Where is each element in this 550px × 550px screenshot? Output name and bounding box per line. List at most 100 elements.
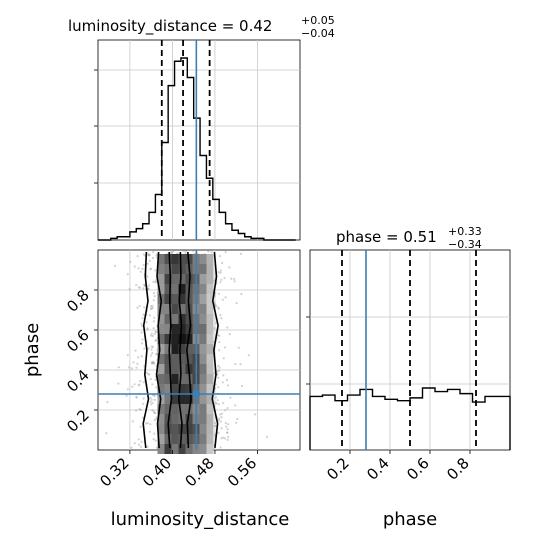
- scatter-point: [221, 381, 224, 384]
- scatter-point: [226, 438, 229, 441]
- scatter-point: [140, 331, 143, 334]
- scatter-point: [220, 412, 224, 415]
- scatter-point: [153, 295, 156, 298]
- scatter-point: [138, 383, 141, 386]
- scatter-point: [140, 355, 143, 358]
- scatter-point: [228, 333, 231, 336]
- density-cell: [199, 324, 207, 334]
- scatter-point: [134, 349, 137, 352]
- density-cell: [199, 314, 207, 324]
- scatter-point: [217, 431, 220, 434]
- density-cell: [171, 274, 179, 284]
- density-cell: [185, 444, 193, 454]
- scatter-point: [154, 338, 157, 342]
- density-cell: [164, 434, 172, 444]
- contour-inner-left: [167, 251, 173, 449]
- scatter-point: [137, 286, 140, 289]
- x-tick-label: 0.48: [181, 454, 217, 490]
- contour-middle-right: [185, 251, 192, 449]
- density-cell: [185, 274, 193, 284]
- density-cell: [185, 424, 193, 434]
- density-cell: [206, 344, 214, 354]
- contour-outer-right: [211, 251, 219, 449]
- density-cell: [171, 264, 179, 274]
- contour-outer-left: [142, 251, 150, 449]
- density-cell: [199, 354, 207, 364]
- scatter-point: [217, 307, 220, 310]
- scatter-point: [240, 292, 243, 296]
- scatter-point: [148, 253, 151, 256]
- scatter-point: [153, 398, 156, 401]
- x-tick-label: 0.32: [96, 454, 132, 490]
- scatter-point: [147, 287, 150, 290]
- scatter-point: [135, 366, 138, 369]
- scatter-point: [149, 423, 152, 426]
- scatter-point: [133, 442, 136, 445]
- scatter-point: [143, 283, 146, 286]
- scatter-point: [220, 278, 223, 281]
- scatter-point: [151, 383, 154, 386]
- scatter-point: [153, 362, 156, 365]
- scatter-point: [146, 445, 149, 448]
- scatter-point: [153, 316, 156, 319]
- scatter-point: [192, 249, 195, 253]
- scatter-point: [222, 374, 225, 377]
- scatter-point: [219, 269, 222, 272]
- density-cell: [185, 314, 193, 324]
- x-tick-label: 0.8: [443, 454, 473, 484]
- joint-xticks: 0.32 0.40 0.48 0.56: [96, 450, 260, 490]
- scatter-point: [219, 313, 222, 317]
- density-cell: [164, 264, 172, 274]
- scatter-point: [213, 422, 217, 425]
- density-cell: [178, 434, 186, 444]
- scatter-point: [152, 256, 155, 260]
- density-cell: [199, 414, 207, 424]
- scatter-point: [223, 276, 226, 280]
- scatter-point: [146, 275, 149, 278]
- scatter-point: [155, 352, 158, 355]
- x-tick-label: 0.2: [323, 454, 353, 484]
- scatter-point: [224, 251, 227, 254]
- density-cell: [171, 364, 179, 374]
- scatter-point: [117, 366, 120, 369]
- scatter-point: [143, 347, 146, 350]
- density-cell: [164, 354, 172, 364]
- density-cell: [199, 264, 207, 274]
- scatter-point: [153, 432, 156, 435]
- scatter-point: [129, 260, 132, 263]
- density-cell: [206, 304, 214, 314]
- scatter-point: [152, 362, 155, 365]
- density-cell: [171, 394, 179, 404]
- x-tick-label: 0.6: [403, 454, 433, 484]
- scatter-point: [220, 317, 223, 320]
- scatter-point: [138, 408, 141, 411]
- scatter-point: [154, 378, 157, 381]
- ld-histogram-grid: [98, 40, 300, 240]
- phase-title: phase = 0.51: [336, 228, 437, 246]
- scatter-point: [150, 307, 153, 310]
- y-tick-label: 0.6: [63, 326, 93, 356]
- scatter-point: [230, 277, 233, 280]
- scatter-point: [142, 263, 145, 267]
- density-cell: [178, 314, 186, 324]
- scatter-point: [154, 269, 157, 272]
- density-cell: [185, 394, 193, 404]
- density-cell: [171, 414, 179, 424]
- density-cell: [164, 394, 172, 404]
- density-cell: [164, 274, 172, 284]
- density-cell: [206, 374, 214, 384]
- density-cell: [171, 324, 179, 334]
- scatter-point: [172, 250, 175, 253]
- ld-histogram-bars: [98, 57, 296, 241]
- scatter-point: [149, 268, 152, 271]
- scatter-point: [226, 384, 230, 387]
- density-cell: [206, 444, 214, 454]
- density-cell: [171, 374, 179, 384]
- density-cell: [178, 364, 186, 374]
- scatter-point: [152, 250, 155, 253]
- scatter-point: [223, 346, 227, 349]
- scatter-point: [135, 396, 138, 399]
- x-tick-label: 0.40: [139, 454, 175, 490]
- scatter-point: [215, 396, 218, 399]
- scatter-point: [145, 321, 148, 324]
